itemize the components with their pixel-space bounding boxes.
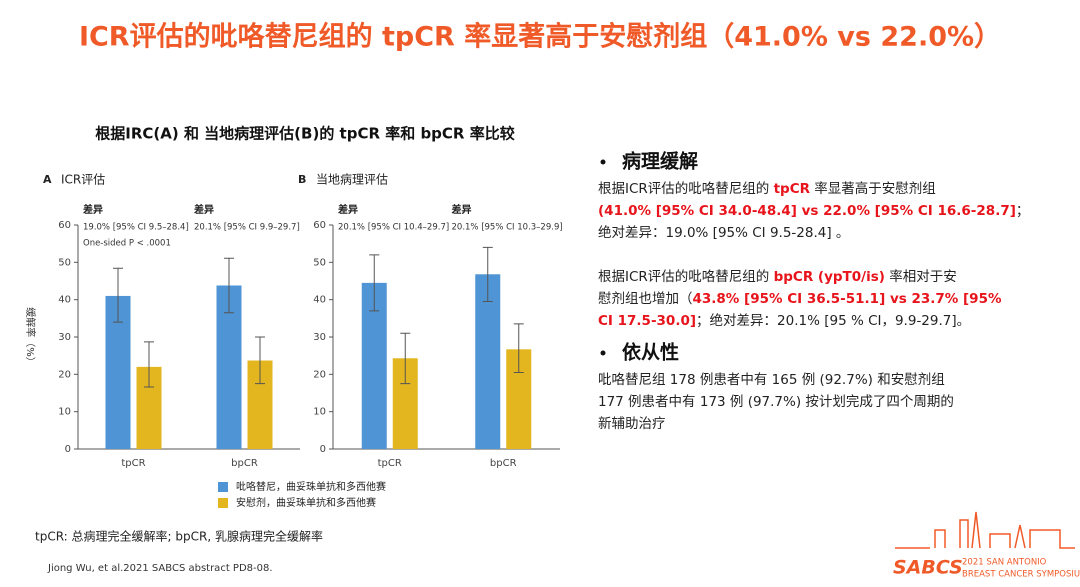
body-line: 根据ICR评估的吡咯替尼组的 bpCR (ypT0/is) 率相对于安 [598, 268, 957, 285]
annotation-text: 20.1% [95% CI 10.3–29.9] [452, 223, 563, 233]
figure-title: 根据IRC(A) 和 当地病理评估(B)的 tpCR 率和 bpCR 率比较 [95, 125, 514, 143]
bullet [600, 350, 606, 356]
legend-label: 安慰剂，曲妥珠单抗和多西他赛 [236, 496, 376, 509]
y-tick-label: 30 [58, 332, 71, 343]
x-tick-label: bpCR [231, 458, 258, 469]
text-run: 43.8% [95% CI 36.5-51.1] vs 23.7% [95% [693, 291, 1002, 307]
panel-label: A [43, 173, 52, 186]
annotation-label: 差异 [83, 203, 103, 216]
y-tick-label: 40 [58, 295, 71, 306]
y-tick-label: 10 [58, 407, 71, 418]
error-bar [400, 332, 411, 385]
error-bar [513, 323, 524, 373]
logo: SABCS 2021 SAN ANTONIO BREAST CANCER SYM… [893, 511, 1080, 580]
error-bar [255, 336, 265, 385]
bullet [600, 159, 606, 165]
error-bar [369, 254, 380, 312]
text-run: 率相对于安 [885, 268, 957, 285]
body-line: 177 例患者中有 173 例 (97.7%) 按计划完成了四个周期的 [598, 394, 954, 410]
y-tick-label: 20 [58, 369, 71, 380]
y-tick-label: 60 [58, 220, 71, 231]
x-tick-label: tpCR [121, 458, 145, 469]
y-tick-label: 0 [320, 444, 326, 455]
error-bar [482, 246, 493, 303]
body-line: 吡咯替尼组 178 例患者中有 165 例 (92.7%) 和安慰剂组 [598, 371, 945, 388]
legend-swatch [218, 498, 228, 508]
chart-title: 当地病理评估 [316, 172, 388, 187]
logo-line: 2021 SAN ANTONIO [962, 558, 1047, 568]
text-run: 慰剂组也增加（ [598, 290, 693, 307]
annotation-label: 差异 [194, 203, 214, 216]
logo-line: BREAST CANCER SYMPOSIUM [962, 570, 1080, 580]
error-bar [224, 257, 234, 314]
section-heading: 依从性 [622, 341, 679, 364]
body-line: 新辅助治疗 [598, 416, 666, 432]
error-bar [113, 267, 123, 323]
legend-swatch [218, 482, 228, 492]
annotation-label: 差异 [452, 203, 472, 216]
text-run: 率显著高于安慰剂组 [810, 180, 936, 197]
annotation-label: 差异 [338, 203, 358, 216]
panel-label: B [298, 173, 306, 186]
text-run: 新辅助治疗 [598, 416, 666, 432]
y-tick-label: 60 [313, 220, 326, 231]
body-line: (41.0% [95% CI 34.0-48.4] vs 22.0% [95% … [598, 203, 1029, 219]
y-tick-label: 50 [313, 257, 326, 268]
chart-title: ICR评估 [61, 173, 105, 187]
error-bar [144, 341, 154, 388]
body-line: CI 17.5-30.0]；绝对差异：20.1% [95 % CI，9.9-29… [598, 313, 970, 329]
y-tick-label: 30 [313, 332, 326, 343]
text-run: 吡咯替尼组 178 例患者中有 165 例 (92.7%) 和安慰剂组 [598, 371, 945, 388]
text-run: 绝对差异：19.0% [95% CI 9.5-28.4] 。 [598, 225, 849, 241]
annotation-text: 20.1% [95% CI 10.4–29.7] [338, 223, 449, 233]
y-tick-label: 20 [313, 369, 326, 380]
text-run: 根据ICR评估的吡咯替尼组的 [598, 269, 774, 285]
text-run: 177 例患者中有 173 例 (97.7%) 按计划完成了四个周期的 [598, 394, 954, 410]
bar [475, 274, 501, 449]
reference: Jiong Wu, et al.2021 SABCS abstract PD8-… [47, 563, 273, 574]
slide-title: ICR评估的吡咯替尼组的 tpCR 率显著高于安慰剂组（41.0% vs 22.… [79, 21, 1001, 53]
text-run: tpCR [774, 181, 811, 197]
y-tick-label: 0 [65, 444, 71, 455]
text-run: ； [1016, 203, 1030, 219]
text-run: (41.0% [95% CI 34.0-48.4] vs 22.0% [95% … [598, 203, 1016, 219]
y-axis-label: 缓解率（%） [24, 307, 37, 367]
logo-name: SABCS [893, 557, 963, 579]
y-tick-label: 50 [58, 257, 71, 268]
text-run: CI 17.5-30.0] [598, 313, 696, 329]
footnote: tpCR: 总病理完全缓解率; bpCR, 乳腺病理完全缓解率 [35, 529, 323, 544]
body-line: 绝对差异：19.0% [95% CI 9.5-28.4] 。 [598, 225, 849, 241]
x-tick-label: tpCR [378, 458, 402, 469]
text-run: 根据ICR评估的吡咯替尼组的 [598, 181, 774, 197]
section-heading: 病理缓解 [622, 150, 698, 173]
text-run: bpCR (ypT0/is) [774, 269, 885, 285]
legend-label: 吡咯替尼，曲妥珠单抗和多西他赛 [236, 480, 386, 493]
skyline [895, 511, 1075, 549]
y-tick-label: 10 [313, 407, 326, 418]
body-line: 根据ICR评估的吡咯替尼组的 tpCR 率显著高于安慰剂组 [598, 180, 936, 197]
body-line: 慰剂组也增加（43.8% [95% CI 36.5-51.1] vs 23.7%… [598, 290, 1002, 307]
annotation-text: 19.0% [95% CI 9.5–28.4] [83, 223, 189, 233]
text-run: ；绝对差异：20.1% [95 % CI，9.9-29.7]。 [696, 313, 970, 329]
annotation-note: One-sided P < .0001 [83, 239, 171, 249]
annotation-text: 20.1% [95% CI 9.9–29.7] [194, 223, 300, 233]
x-tick-label: bpCR [490, 458, 517, 469]
y-tick-label: 40 [313, 295, 326, 306]
